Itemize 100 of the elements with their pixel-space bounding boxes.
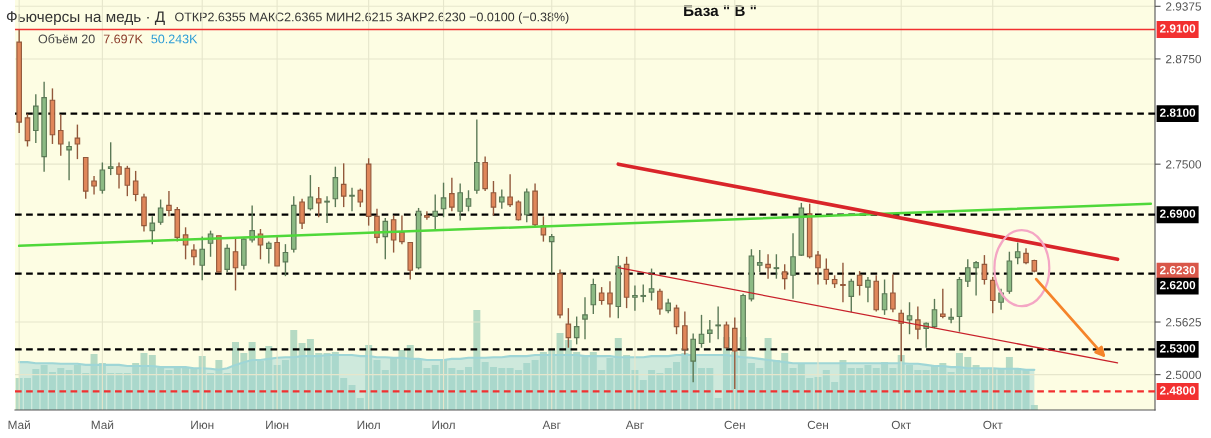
candlestick xyxy=(507,173,513,208)
candlestick xyxy=(989,276,996,314)
x-tick-label: Май xyxy=(8,420,30,430)
candlestick xyxy=(590,277,597,315)
candlestick xyxy=(515,199,522,222)
y-tick-label: 2.9375 xyxy=(1166,2,1202,11)
candlestick xyxy=(707,319,713,344)
candlestick xyxy=(99,161,106,195)
candlestick xyxy=(915,305,921,340)
candlestick xyxy=(948,307,954,324)
x-tick-label: Май xyxy=(91,420,114,430)
x-tick-label: Сен xyxy=(724,420,745,430)
candlestick xyxy=(390,214,397,254)
candlestick xyxy=(382,217,389,260)
text: 2.6230 xyxy=(1159,265,1196,275)
ref-line-label: 2.5300 xyxy=(1159,344,1196,353)
x-tick-label: Июн xyxy=(191,420,214,430)
candlestick xyxy=(548,233,555,275)
annotation: 50.243K xyxy=(151,34,198,44)
candlestick xyxy=(1014,241,1021,266)
x-tick-label: Июн xyxy=(266,420,289,430)
ref-line-label: 2.6200 xyxy=(1159,280,1196,290)
candlestick xyxy=(765,253,771,280)
candlestick xyxy=(107,141,114,176)
candlestick xyxy=(440,181,447,218)
x-tick-label: Авг xyxy=(542,420,561,429)
candlestick xyxy=(973,260,979,297)
candlestick xyxy=(324,195,330,224)
candlestick xyxy=(299,197,305,230)
candlestick xyxy=(715,305,721,340)
candlestick xyxy=(756,249,763,273)
candlestick xyxy=(66,140,72,181)
candlestick xyxy=(449,176,455,213)
candlestick xyxy=(931,298,938,330)
candlestick xyxy=(57,113,64,157)
annotation: 7.697K xyxy=(103,34,143,44)
ref-line-label: 2.9100 xyxy=(1159,24,1196,33)
candlestick xyxy=(149,215,156,245)
ref-line-label: 2.6900 xyxy=(1159,209,1196,218)
candlestick xyxy=(124,165,131,197)
candlestick xyxy=(632,284,638,312)
ref-line-label: 2.4800 xyxy=(1159,386,1196,395)
candlestick xyxy=(682,310,688,356)
candlestick xyxy=(91,175,97,196)
y-tick-label: 2.8750 xyxy=(1166,54,1202,64)
candlestick xyxy=(657,288,663,316)
candlestick xyxy=(74,123,81,160)
y-tick-label: 2.5000 xyxy=(1166,370,1202,380)
candlestick xyxy=(773,253,780,280)
x-tick-label: Окт xyxy=(983,420,1003,430)
x-tick-label: Авг xyxy=(625,420,644,429)
candlestick xyxy=(424,210,430,221)
candlestick xyxy=(940,288,946,319)
x-tick-label: Окт xyxy=(891,420,911,430)
candlestick xyxy=(332,165,339,208)
candlestick xyxy=(24,112,31,148)
candlestick xyxy=(340,162,347,208)
candlestick xyxy=(465,189,472,213)
candlestick xyxy=(349,187,355,213)
candlestick xyxy=(523,187,530,223)
candlestick xyxy=(224,243,230,273)
candlestick xyxy=(648,267,655,302)
candlestick xyxy=(582,296,588,340)
text: ОТКР2.6355 МАКС2.6365 МИН2.6215 ЗАКР2.6230 −0.0100 (−0.38%) xyxy=(175,12,569,24)
candlestick xyxy=(199,235,206,282)
candlestick xyxy=(357,187,364,208)
candlestick xyxy=(964,258,971,288)
candlestick xyxy=(249,204,255,244)
annotation: Объём 20 xyxy=(38,34,95,44)
candlestick xyxy=(116,161,122,190)
candlestick xyxy=(157,198,164,226)
candlestick xyxy=(573,315,580,346)
x-tick-label: Июл xyxy=(432,420,455,430)
x-tick-label: Июл xyxy=(357,420,380,430)
candlestick xyxy=(498,188,505,210)
annotation: База " В " xyxy=(684,5,756,17)
candlestick xyxy=(607,280,613,319)
candlestick xyxy=(865,276,871,303)
candlestick xyxy=(265,240,272,265)
candlestick xyxy=(374,208,380,245)
candlestick xyxy=(790,232,796,300)
text: Фьючерсы на медь · Д xyxy=(6,11,165,26)
candlestick xyxy=(315,186,322,218)
candlestick xyxy=(848,277,855,314)
y-tick-label: 2.7500 xyxy=(1166,160,1202,169)
candlestick xyxy=(166,190,172,218)
candlestick xyxy=(490,180,497,217)
candlestick xyxy=(890,273,896,314)
candlestick xyxy=(191,243,197,266)
candlestick xyxy=(432,193,439,231)
candlestick xyxy=(781,263,788,291)
candlestick xyxy=(132,170,139,202)
candlestick xyxy=(673,304,680,335)
candlestick xyxy=(840,261,846,303)
y-tick-label: 2.5625 xyxy=(1166,318,1202,327)
candlestick xyxy=(823,257,830,286)
candlestick xyxy=(906,301,913,335)
ref-line-label: 2.8100 xyxy=(1159,108,1196,117)
candlestick xyxy=(399,214,405,245)
candlestick xyxy=(690,332,696,383)
